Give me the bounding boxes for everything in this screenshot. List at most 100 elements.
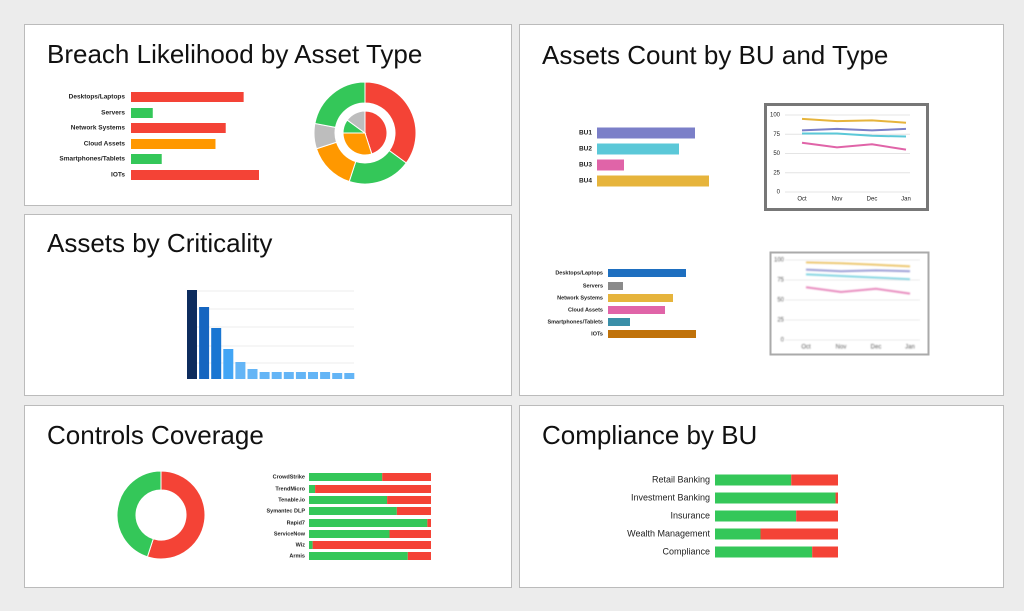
y-tick-label: 25 (773, 170, 780, 176)
y-tick-label: Symantec DLP (266, 508, 305, 514)
line (801, 127, 907, 132)
bar (344, 373, 355, 379)
bar (235, 362, 246, 379)
bar (131, 170, 259, 180)
bar (247, 369, 258, 379)
y-tick-label: Desktops/Laptops (69, 94, 126, 101)
bar-segment (715, 546, 813, 558)
x-tick-label: Nov (832, 197, 843, 203)
chart-title: Assets by Criticality (47, 228, 272, 258)
bar (211, 328, 222, 379)
line (805, 273, 911, 281)
bar (608, 294, 673, 302)
bar (597, 159, 624, 171)
y-tick-label: Network Systems (71, 125, 126, 132)
bar (131, 139, 216, 149)
bar-segment (309, 496, 388, 504)
bar-segment (812, 546, 838, 558)
y-tick-label: Rapid7 (287, 520, 305, 526)
bar (608, 318, 630, 326)
bar-segment (309, 519, 428, 527)
bar (608, 269, 686, 277)
y-tick-label: IOTs (591, 331, 603, 337)
bar (608, 282, 623, 290)
pie-slice (116, 470, 162, 558)
bar-segment (315, 485, 431, 493)
y-tick-label: 100 (770, 113, 781, 119)
y-tick-label: Investment Banking (631, 492, 710, 502)
line (805, 286, 911, 295)
y-tick-label: Desktops/Laptops (555, 270, 603, 276)
y-tick-label: BU2 (579, 146, 592, 153)
y-tick-label: Compliance (662, 546, 710, 556)
bar-segment (382, 473, 431, 481)
bar-segment (309, 473, 383, 481)
y-tick-label: Network Systems (557, 295, 603, 301)
bar-segment (312, 541, 431, 549)
line (801, 117, 907, 124)
bar-segment (309, 507, 397, 515)
y-tick-label: 75 (773, 132, 780, 138)
y-tick-label: Servers (101, 110, 125, 117)
bar (608, 330, 696, 338)
pie-slice (146, 470, 206, 560)
chart (116, 470, 206, 560)
y-tick-label: ServiceNow (274, 531, 306, 537)
y-tick-label: Servers (583, 283, 603, 289)
bar (597, 127, 695, 139)
chart-title: Controls Coverage (47, 420, 264, 450)
y-tick-label: CrowdStrike (273, 474, 305, 480)
y-tick-label: 0 (781, 338, 785, 344)
bar-segment (427, 519, 431, 527)
chart-frame (769, 251, 930, 356)
y-tick-label: 100 (774, 258, 785, 264)
bar (223, 349, 234, 379)
bar-segment (309, 552, 408, 560)
y-tick-label: Smartphones/Tablets (59, 156, 125, 163)
bar (608, 306, 665, 314)
panel (24, 24, 512, 206)
x-tick-label: Dec (867, 197, 878, 203)
chart-title: Breach Likelihood by Asset Type (47, 39, 422, 69)
y-tick-label: BU3 (579, 162, 592, 169)
chart-title: Compliance by BU (542, 420, 757, 450)
chart: BU1 BU2 BU3 BU4 (579, 127, 709, 187)
chart (187, 290, 355, 379)
bar-segment (715, 528, 761, 540)
x-tick-label: Jan (905, 345, 915, 351)
chart: 0 25 50 75 100 Oct Nov Dec Jan (774, 258, 920, 351)
bar-segment (387, 496, 431, 504)
bar-segment (309, 485, 316, 493)
y-tick-label: BU1 (579, 130, 592, 137)
bar-segment (791, 474, 838, 486)
y-tick-label: Tenable.io (278, 497, 305, 503)
y-tick-label: 50 (773, 151, 780, 157)
y-tick-label: 75 (777, 278, 784, 284)
bar-segment (389, 530, 431, 538)
y-tick-label: TrendMicro (275, 486, 305, 492)
bar (308, 372, 318, 379)
x-tick-label: Dec (871, 345, 882, 351)
y-tick-label: 0 (777, 190, 781, 196)
y-tick-label: Cloud Assets (84, 141, 126, 148)
chart: Desktops/Laptops Servers Network Systems Cl… (547, 269, 696, 338)
bar-segment (309, 530, 390, 538)
y-tick-label: 50 (777, 298, 784, 304)
x-tick-label: Oct (797, 197, 807, 203)
chart: 0 25 50 75 100 Oct Nov Dec Jan (770, 113, 911, 203)
bar (131, 92, 244, 102)
y-tick-label: BU4 (579, 178, 592, 185)
line (802, 132, 907, 138)
bar-segment (715, 510, 797, 522)
bar (271, 372, 282, 379)
bar-segment (760, 528, 838, 540)
panel (519, 24, 1004, 396)
bar (199, 307, 210, 379)
y-tick-label: Insurance (670, 510, 710, 520)
bar-segment (407, 552, 431, 560)
bar-segment (835, 492, 838, 504)
y-tick-label: IOTs (111, 172, 125, 179)
line (805, 268, 911, 273)
bar-segment (715, 474, 792, 486)
